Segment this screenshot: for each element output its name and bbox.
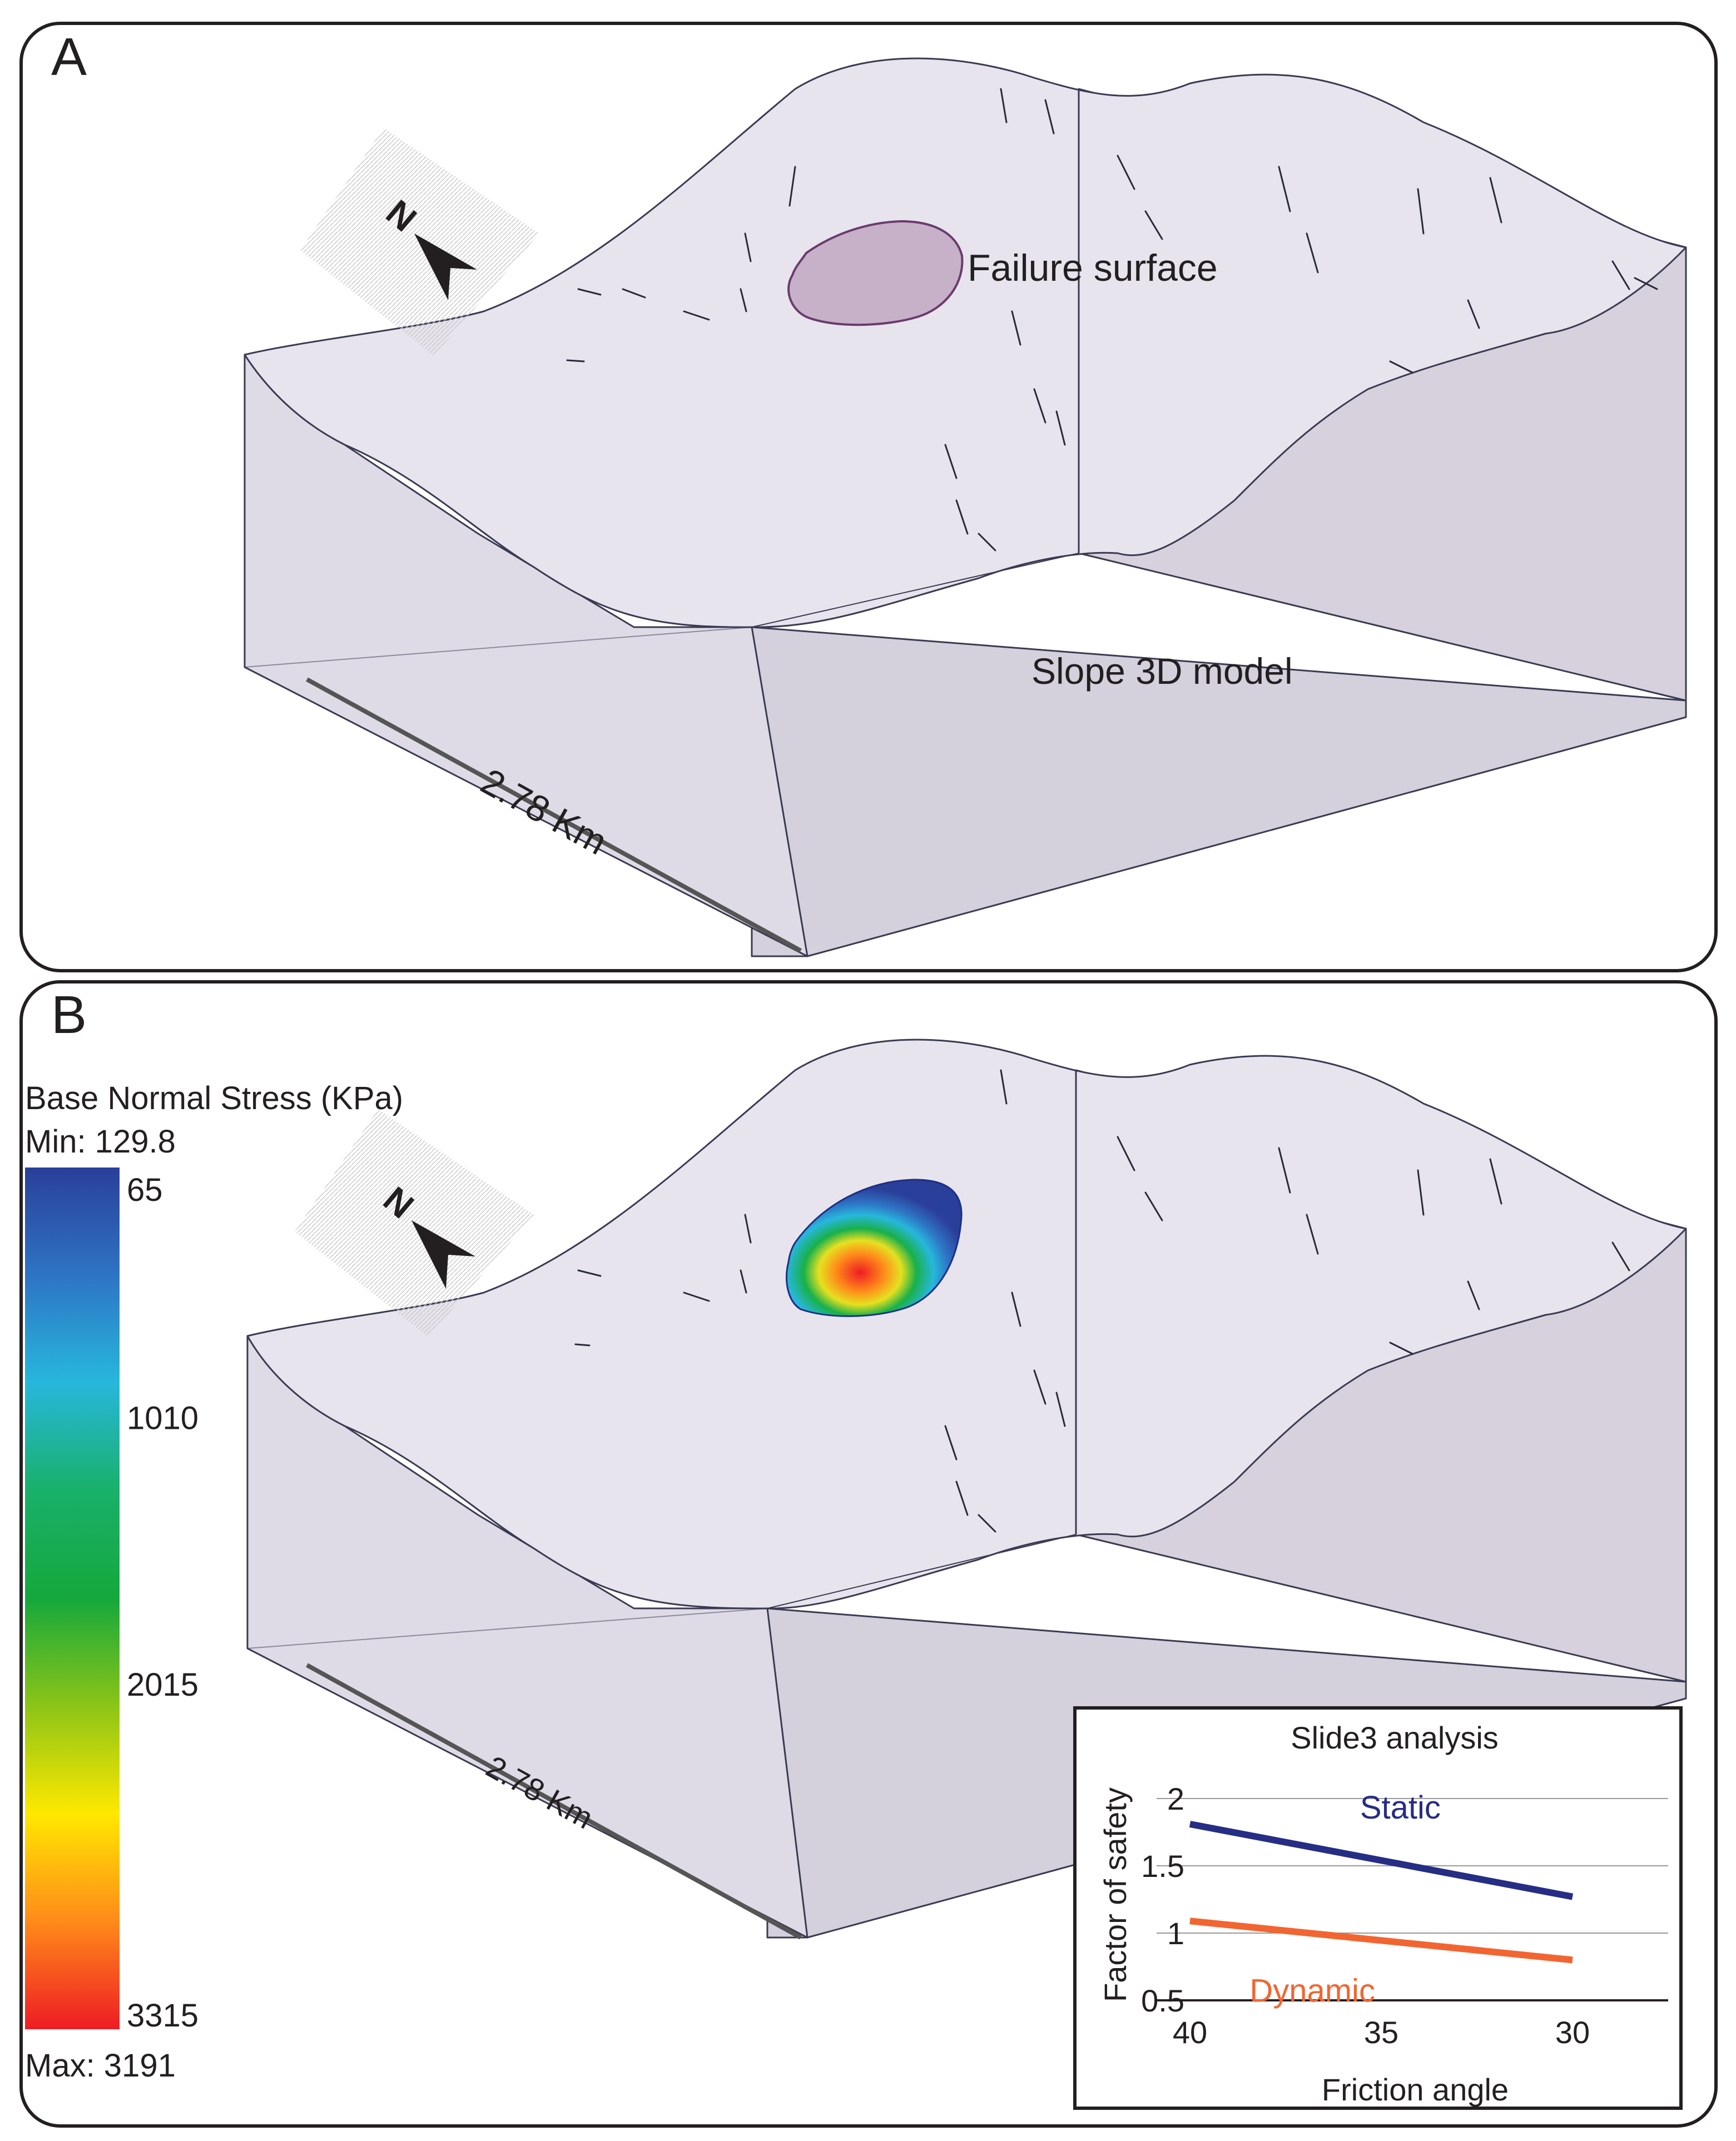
legend-min: Min: 129.8 (25, 1124, 176, 1160)
failure-surface-label: Failure surface (968, 247, 1218, 289)
legend-title: Base Normal Stress (KPa) (25, 1080, 403, 1116)
y-tick-0.5: 0.5 (1141, 1983, 1184, 2018)
legend-tick-2015: 2015 (127, 1667, 199, 1703)
failure-surface (787, 220, 964, 326)
scale-bar-a (306, 677, 802, 953)
terrain-surface (246, 1039, 1687, 1610)
floor-edge (767, 1534, 1077, 1609)
chart-y-label: Factor of safety (1098, 1787, 1133, 2002)
panel-b: B (19, 980, 1718, 2128)
chart-series: Static Dynamic (1189, 1790, 1574, 2009)
legend-ticks: 65 1010 2015 3315 (127, 1172, 199, 2034)
series-line-static (1189, 1821, 1574, 1900)
hidden-edge (247, 1608, 768, 1649)
y-tick-1: 1 (1167, 1916, 1184, 1951)
y-tick-2: 2 (1167, 1781, 1184, 1816)
north-arrow-b: N (295, 1109, 534, 1337)
panel-a-letter: A (51, 27, 87, 87)
terrain-surface (244, 57, 1687, 628)
chart-y-ticks: 0.5 1 1.5 2 (1141, 1781, 1184, 2018)
panel-b-letter: B (51, 985, 87, 1045)
legend-color-bar (25, 1168, 120, 2029)
left-face (244, 354, 809, 957)
chart-title: Slide3 analysis (1291, 1720, 1499, 1755)
base-normal-stress-contour (785, 1179, 963, 1317)
x-tick-40: 40 (1173, 2015, 1207, 2050)
panel-a: A (19, 22, 1718, 972)
north-arrow-icon (411, 1220, 475, 1289)
hidden-edge (244, 627, 752, 668)
x-tick-35: 35 (1364, 2015, 1398, 2050)
model-label: Slope 3D model (1031, 650, 1293, 692)
chart-frame (1073, 1706, 1683, 2110)
slide3-chart: Slide3 analysis 0.5 1 1.5 2 40 35 30 Static Dy… (1073, 1706, 1683, 2110)
stress-legend: Base Normal Stress (KPa) Min: 129.8 65 10… (25, 1080, 403, 2084)
legend-tick-3315: 3315 (127, 1998, 199, 2034)
legend-tick-65: 65 (127, 1172, 163, 1208)
scale-bar-b (306, 1663, 802, 1940)
chart-x-label: Friction angle (1322, 2072, 1509, 2107)
legend-tick-1010: 1010 (127, 1400, 199, 1437)
chart-x-ticks: 40 35 30 (1173, 2015, 1590, 2050)
left-face (246, 1335, 809, 1939)
y-tick-1.5: 1.5 (1141, 1849, 1184, 1884)
terrain-texture-b (574, 1069, 1630, 1533)
series-line-dynamic (1189, 1918, 1573, 1964)
terrain-texture-a (566, 88, 1658, 552)
legend-max: Max: 3191 (25, 2048, 176, 2084)
floor-edge (751, 553, 1079, 628)
series-label-dynamic: Dynamic (1249, 1973, 1375, 2009)
x-tick-30: 30 (1555, 2015, 1590, 2050)
north-arrow-icon (414, 234, 477, 300)
series-label-static: Static (1360, 1790, 1441, 1826)
north-arrow-a: N (300, 128, 539, 356)
slope-3d-model-a (244, 57, 1687, 957)
